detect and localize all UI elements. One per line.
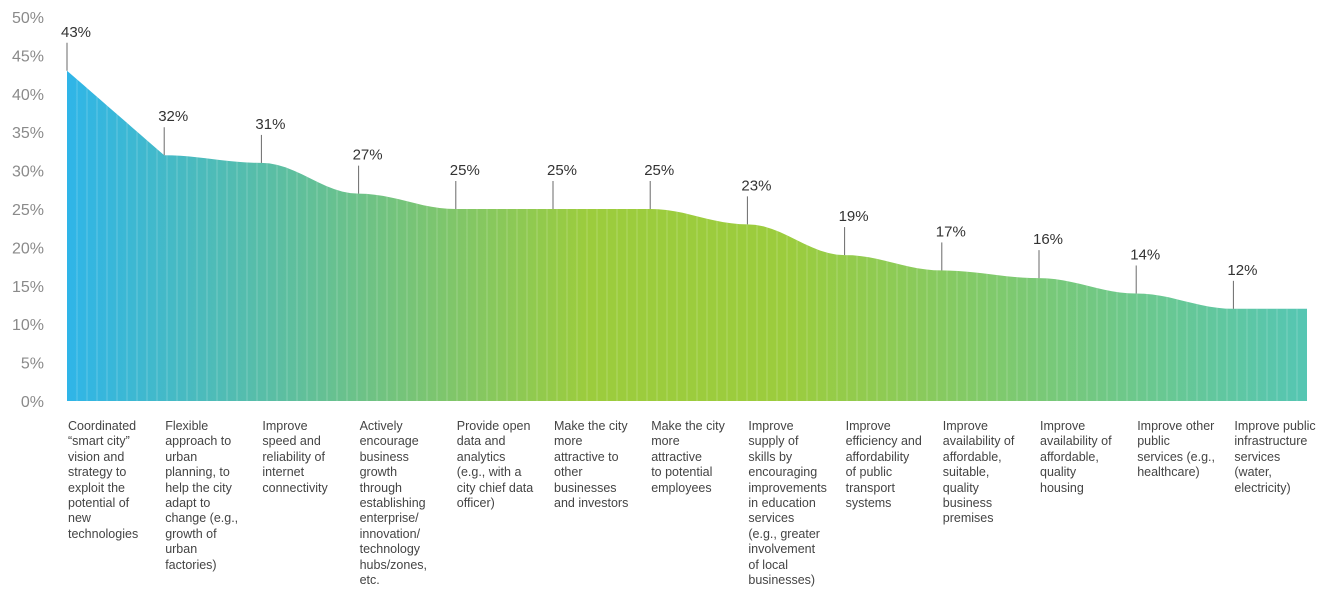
- y-tick-label: 20%: [12, 240, 44, 257]
- value-label: 17%: [936, 223, 966, 240]
- value-label: 23%: [741, 177, 771, 194]
- value-label: 25%: [547, 162, 577, 179]
- category-label: Improve public infrastructure services (…: [1234, 419, 1316, 495]
- category-label: Improve availability of affordable, qual…: [1040, 419, 1112, 495]
- y-tick-label: 25%: [12, 202, 44, 219]
- y-tick-label: 5%: [21, 356, 44, 373]
- value-label: 25%: [644, 162, 674, 179]
- area-fill: [67, 70, 1307, 402]
- category-label: Actively encourage business growth throu…: [359, 419, 428, 588]
- y-tick-label: 15%: [12, 279, 44, 296]
- category-label: Improve availability of affordable, suit…: [942, 419, 1015, 526]
- value-label: 27%: [353, 147, 383, 164]
- value-label: 14%: [1130, 246, 1160, 263]
- value-label: 16%: [1033, 231, 1063, 248]
- category-label: Improve other public services (e.g., hea…: [1137, 419, 1215, 480]
- y-tick-label: 45%: [12, 48, 44, 65]
- y-tick-label: 0%: [21, 394, 44, 411]
- category-label: Improve supply of skills by encouraging …: [748, 419, 827, 588]
- y-tick-label: 50%: [12, 10, 44, 27]
- category-label: Make the city more attractive to potenti…: [651, 419, 725, 495]
- category-label: Flexible approach to urban planning, to …: [165, 419, 239, 572]
- y-tick-label: 10%: [12, 317, 44, 334]
- y-tick-label: 40%: [12, 87, 44, 104]
- category-label: Coordinated “smart city” vision and stra…: [68, 419, 139, 541]
- value-label: 12%: [1227, 262, 1257, 279]
- category-label: Make the city more attractive to other b…: [554, 419, 629, 511]
- category-label: Improve efficiency and affordability of …: [845, 419, 922, 511]
- y-tick-label: 35%: [12, 125, 44, 142]
- value-label: 19%: [839, 208, 869, 225]
- y-axis: 0% 5% 10% 15% 20% 25% 30% 35% 40% 45% 50%: [12, 10, 44, 411]
- value-labels: 43% 32% 31% 27% 25% 25% 25% 23% 19% 17% 16% 14% 12%: [61, 24, 1257, 309]
- value-label: 43%: [61, 24, 91, 41]
- value-label: 25%: [450, 162, 480, 179]
- y-tick-label: 30%: [12, 164, 44, 181]
- value-label: 32%: [158, 108, 188, 125]
- value-label: 31%: [255, 116, 285, 133]
- category-label: Provide open data and analytics (e.g., w…: [456, 419, 534, 511]
- category-label: Improve speed and reliability of interne…: [262, 419, 328, 495]
- area-stripes: [76, 79, 1298, 401]
